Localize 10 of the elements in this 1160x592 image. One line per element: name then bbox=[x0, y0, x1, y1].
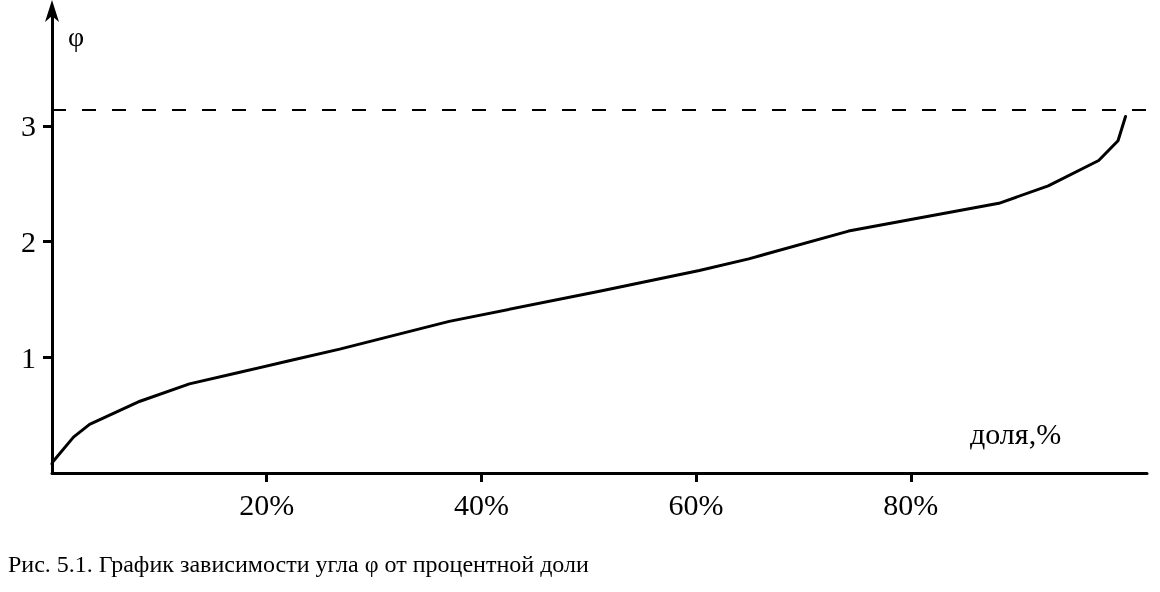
y-tick-label: 3 bbox=[21, 109, 36, 143]
y-tick-label: 1 bbox=[21, 340, 36, 374]
y-tick-label: 2 bbox=[21, 225, 36, 258]
x-axis-title: доля,% bbox=[970, 416, 1062, 450]
x-tick-label: 80% bbox=[883, 487, 939, 521]
x-tick-label: 60% bbox=[668, 487, 724, 521]
text: Рис. 5.1. График зависимости угла φ от процентной доли bbox=[8, 551, 589, 577]
x-tick-label: 40% bbox=[453, 487, 509, 521]
x-tick-label: 20% bbox=[239, 487, 295, 521]
y-axis-title: φ bbox=[68, 20, 85, 52]
